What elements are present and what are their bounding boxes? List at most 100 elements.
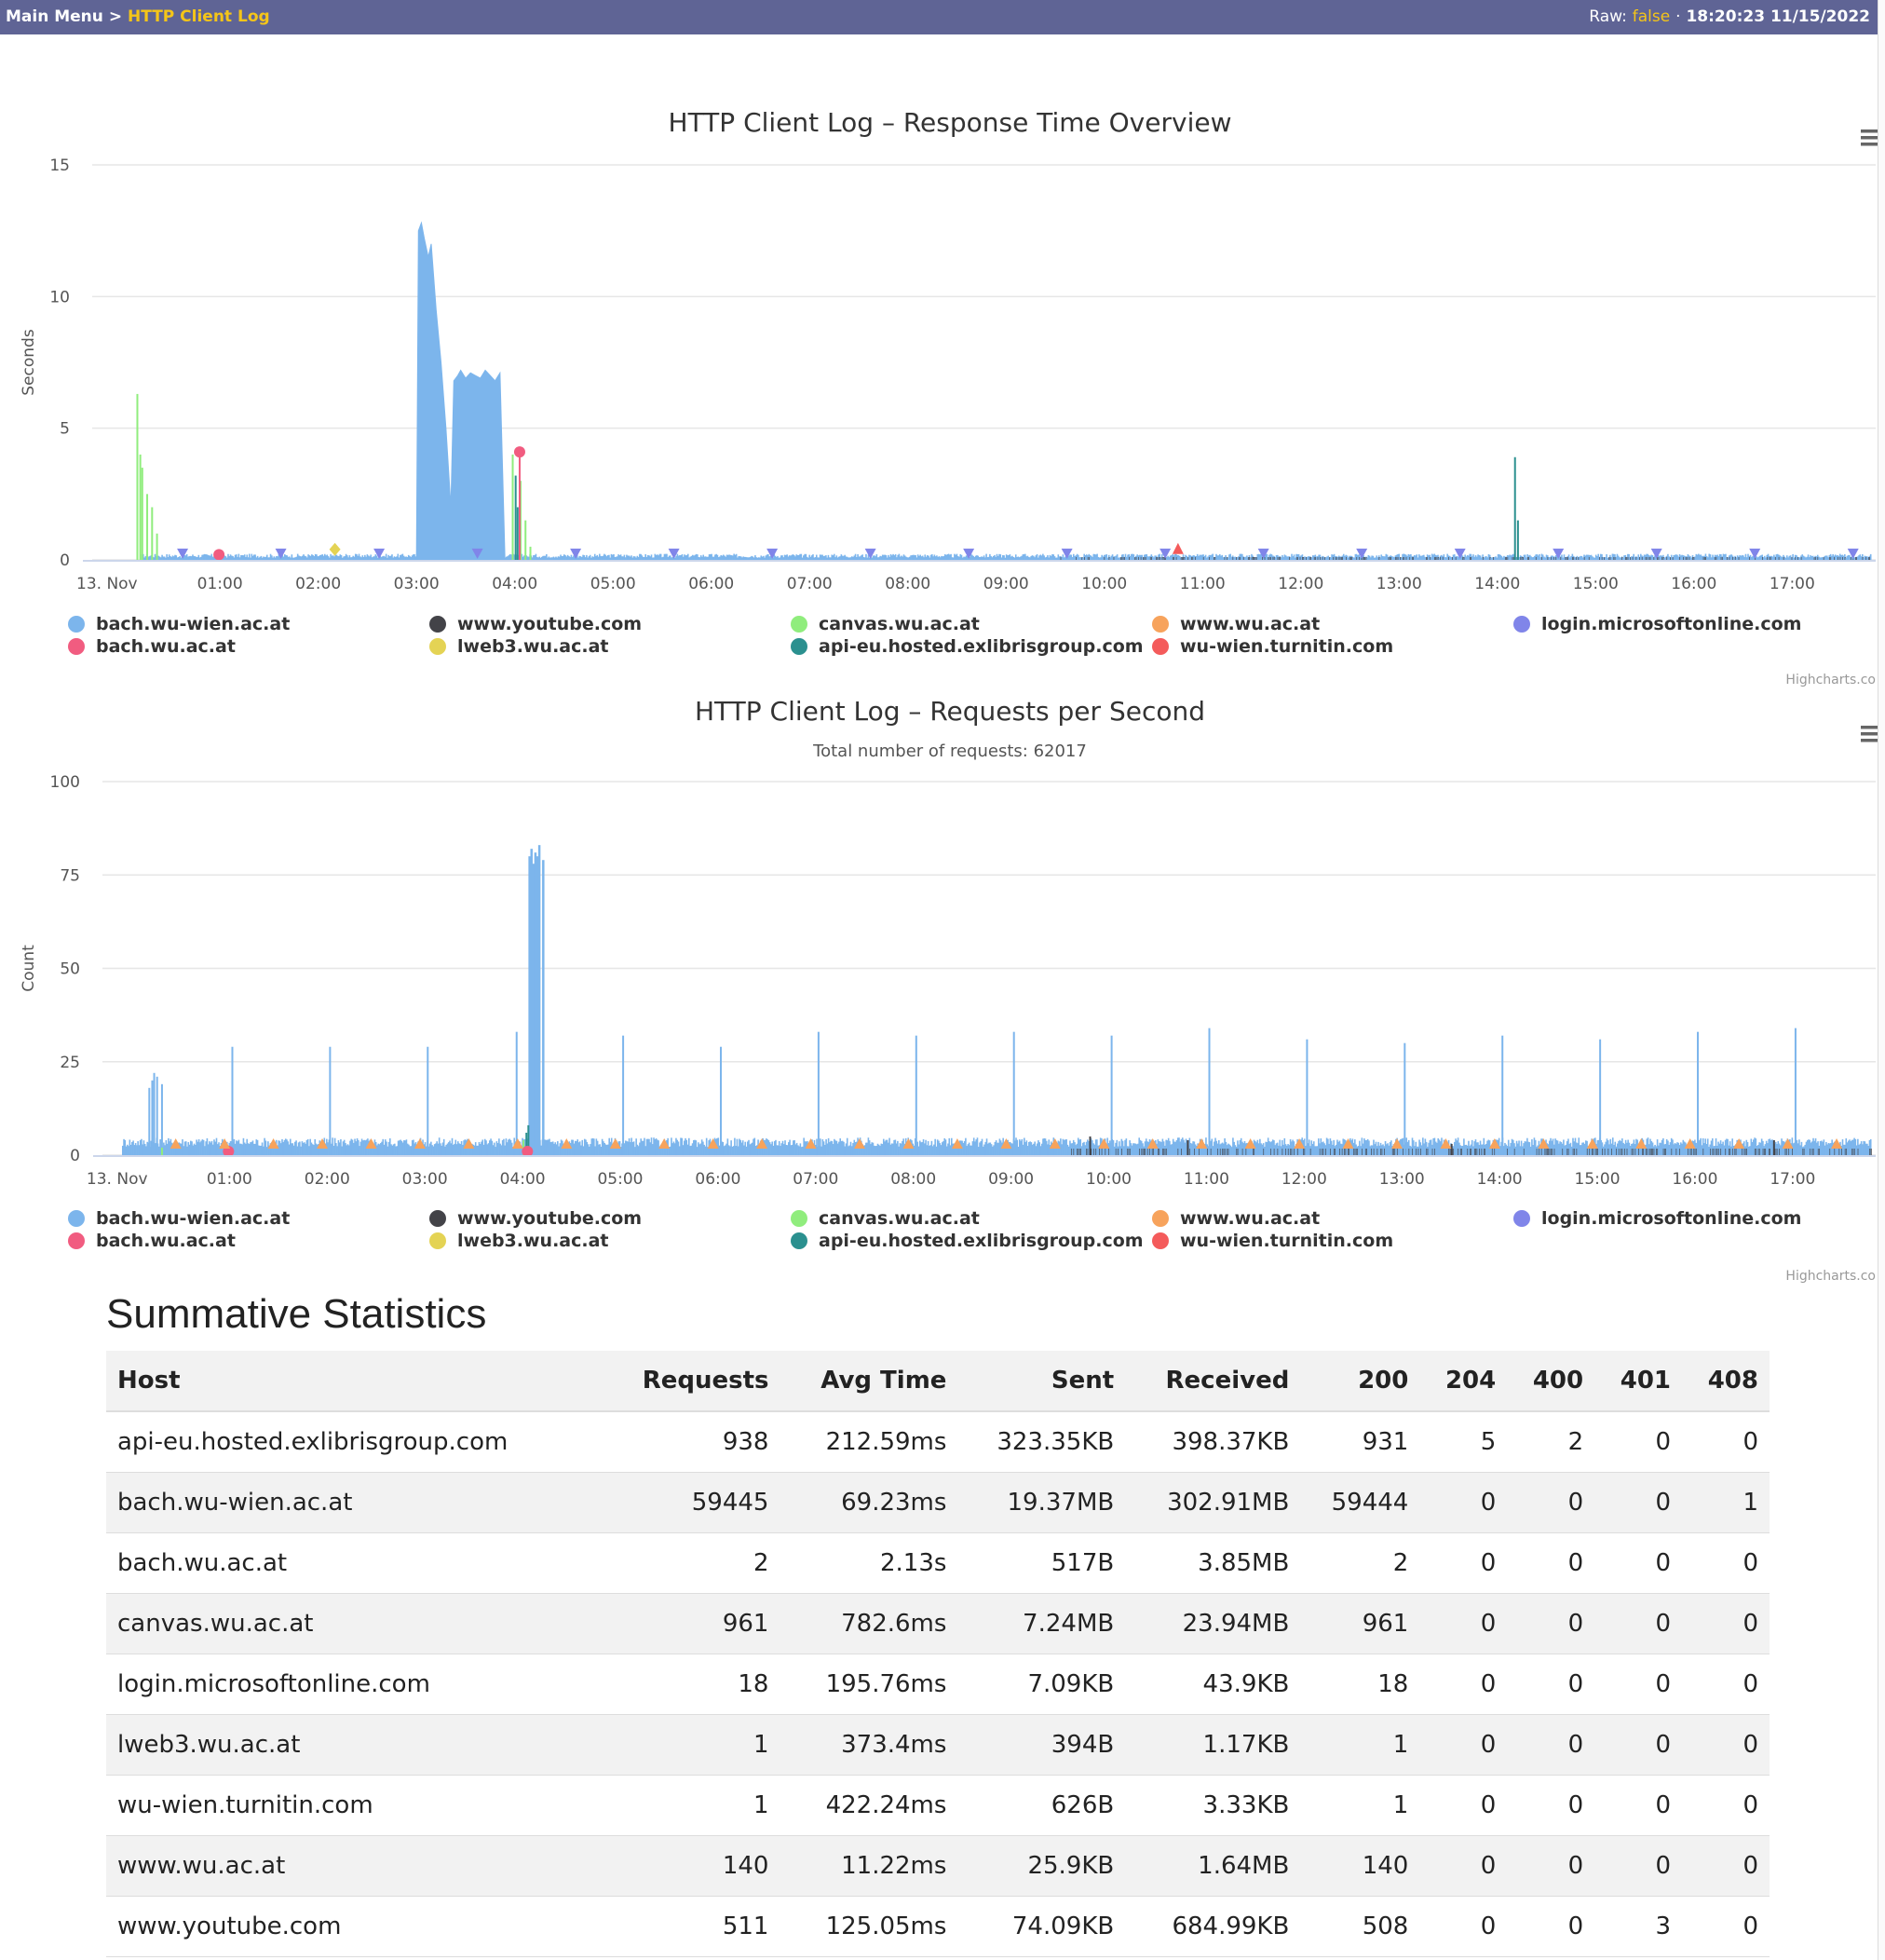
legend-item[interactable]: www.youtube.com bbox=[429, 614, 642, 634]
legend-item[interactable]: www.wu.ac.at bbox=[1152, 614, 1320, 634]
scrollbar-track[interactable] bbox=[1878, 0, 1885, 1960]
legend-item[interactable]: wu-wien.turnitin.com bbox=[1152, 1231, 1393, 1251]
legend-item[interactable]: api-eu.hosted.exlibrisgroup.com bbox=[791, 1231, 1144, 1251]
noise-bar bbox=[1617, 1143, 1619, 1155]
noise-bar bbox=[994, 1141, 997, 1155]
noise-bar bbox=[304, 555, 306, 560]
noise-bar bbox=[263, 1146, 264, 1155]
legend-item[interactable]: bach.wu-wien.ac.at bbox=[68, 614, 290, 634]
noise-bar bbox=[1725, 553, 1727, 560]
column-header: 204 bbox=[1419, 1351, 1508, 1412]
legend-item[interactable]: canvas.wu.ac.at bbox=[791, 1208, 980, 1229]
legend-item[interactable]: login.microsoftonline.com bbox=[1513, 1208, 1801, 1229]
noise-bar bbox=[974, 555, 977, 560]
raw-value[interactable]: false bbox=[1632, 7, 1671, 26]
noise-bar bbox=[899, 1143, 902, 1155]
noise-bar bbox=[1727, 1138, 1729, 1155]
noise-bar bbox=[1423, 1143, 1425, 1155]
noise-bar-dark bbox=[1449, 1149, 1451, 1155]
noise-bar bbox=[1015, 1137, 1017, 1155]
noise-bar bbox=[148, 556, 150, 560]
noise-bar bbox=[133, 1145, 136, 1155]
legend-item[interactable]: www.youtube.com bbox=[429, 1208, 642, 1229]
noise-bar bbox=[1023, 553, 1025, 560]
data-point-triangle-down bbox=[373, 548, 386, 559]
noise-bar bbox=[1446, 553, 1448, 560]
noise-bar bbox=[1048, 1139, 1051, 1155]
main-menu-link[interactable]: Main Menu bbox=[6, 7, 103, 26]
noise-bar-dark bbox=[1479, 1149, 1481, 1155]
noise-bar bbox=[1566, 1141, 1568, 1155]
noise-bar bbox=[1742, 1143, 1744, 1155]
legend-item[interactable]: www.wu.ac.at bbox=[1152, 1208, 1320, 1229]
noise-bar-dark bbox=[1645, 557, 1647, 560]
noise-bar bbox=[971, 1141, 974, 1155]
noise-bar bbox=[781, 1140, 784, 1155]
noise-bar bbox=[626, 1141, 628, 1155]
noise-bar bbox=[984, 557, 986, 560]
noise-bar bbox=[576, 554, 578, 560]
noise-bar-dark bbox=[1550, 1149, 1553, 1155]
noise-bar bbox=[826, 557, 828, 560]
legend-item[interactable]: bach.wu.ac.at bbox=[68, 1231, 236, 1251]
noise-bar-dark bbox=[1604, 1149, 1606, 1155]
noise-bar bbox=[868, 557, 871, 560]
noise-bar bbox=[237, 553, 240, 560]
noise-bar bbox=[567, 1142, 569, 1155]
legend-item[interactable]: bach.wu-wien.ac.at bbox=[68, 1208, 290, 1229]
noise-bar bbox=[544, 1139, 546, 1155]
noise-bar-dark bbox=[1671, 1149, 1673, 1155]
legend-item[interactable]: canvas.wu.ac.at bbox=[791, 614, 980, 634]
noise-bar-dark bbox=[1351, 557, 1353, 560]
noise-bar bbox=[1747, 1146, 1750, 1155]
noise-bar-dark bbox=[1844, 1149, 1847, 1155]
noise-bar bbox=[596, 1140, 599, 1155]
noise-bar bbox=[926, 554, 929, 560]
data-point-triangle-down bbox=[177, 548, 189, 559]
noise-bar bbox=[304, 1142, 305, 1155]
noise-bar bbox=[1676, 1142, 1678, 1155]
noise-bar-dark bbox=[1547, 1149, 1549, 1155]
chart-menu-icon[interactable] bbox=[1861, 726, 1878, 742]
noise-bar bbox=[1500, 555, 1503, 560]
noise-bar bbox=[740, 1142, 743, 1155]
noise-bar bbox=[797, 1145, 799, 1155]
noise-bar bbox=[1384, 556, 1386, 560]
noise-bar bbox=[1717, 1141, 1719, 1155]
noise-bar bbox=[1765, 557, 1767, 560]
noise-bar bbox=[1662, 1137, 1664, 1155]
noise-bar bbox=[352, 555, 354, 560]
legend-item[interactable]: api-eu.hosted.exlibrisgroup.com bbox=[791, 636, 1144, 657]
breadcrumb-current-page: HTTP Client Log bbox=[127, 7, 270, 26]
x-tick-label: 01:00 bbox=[207, 1170, 252, 1189]
noise-bar-dark bbox=[1679, 557, 1681, 560]
noise-bar-dark bbox=[1296, 1149, 1299, 1155]
highcharts-credits-link[interactable]: Highcharts.co bbox=[1785, 673, 1876, 687]
legend-item[interactable]: login.microsoftonline.com bbox=[1513, 614, 1801, 634]
noise-bar-dark bbox=[1521, 557, 1523, 560]
legend-item[interactable]: wu-wien.turnitin.com bbox=[1152, 636, 1393, 657]
noise-bar bbox=[621, 556, 623, 560]
noise-bar-dark bbox=[1408, 1149, 1410, 1155]
noise-bar bbox=[354, 553, 357, 560]
noise-bar bbox=[224, 556, 227, 560]
noise-bar-dark bbox=[1224, 557, 1226, 560]
highcharts-credits-link[interactable]: Highcharts.co bbox=[1785, 1269, 1876, 1284]
noise-bar bbox=[685, 554, 688, 560]
noise-bar bbox=[846, 1137, 848, 1155]
legend-item[interactable]: lweb3.wu.ac.at bbox=[429, 1231, 609, 1251]
noise-bar bbox=[320, 554, 322, 560]
noise-bar bbox=[229, 554, 232, 560]
noise-bar-dark bbox=[1749, 557, 1751, 560]
noise-bar-dark bbox=[1435, 557, 1437, 560]
noise-bar-dark bbox=[1776, 1149, 1779, 1155]
noise-bar bbox=[1036, 553, 1038, 560]
noise-bar bbox=[1646, 1138, 1648, 1155]
noise-bar bbox=[1736, 555, 1739, 560]
chart-menu-icon[interactable] bbox=[1861, 129, 1878, 146]
noise-bar bbox=[703, 556, 706, 560]
legend-item[interactable]: bach.wu.ac.at bbox=[68, 636, 236, 657]
noise-bar bbox=[1663, 557, 1665, 560]
legend-item[interactable]: lweb3.wu.ac.at bbox=[429, 636, 609, 657]
noise-bar bbox=[1442, 1145, 1444, 1155]
